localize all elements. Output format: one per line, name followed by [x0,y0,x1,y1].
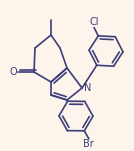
Text: O: O [9,67,17,77]
Text: Br: Br [83,139,94,149]
Text: Cl: Cl [89,17,99,27]
Text: N: N [84,83,91,93]
